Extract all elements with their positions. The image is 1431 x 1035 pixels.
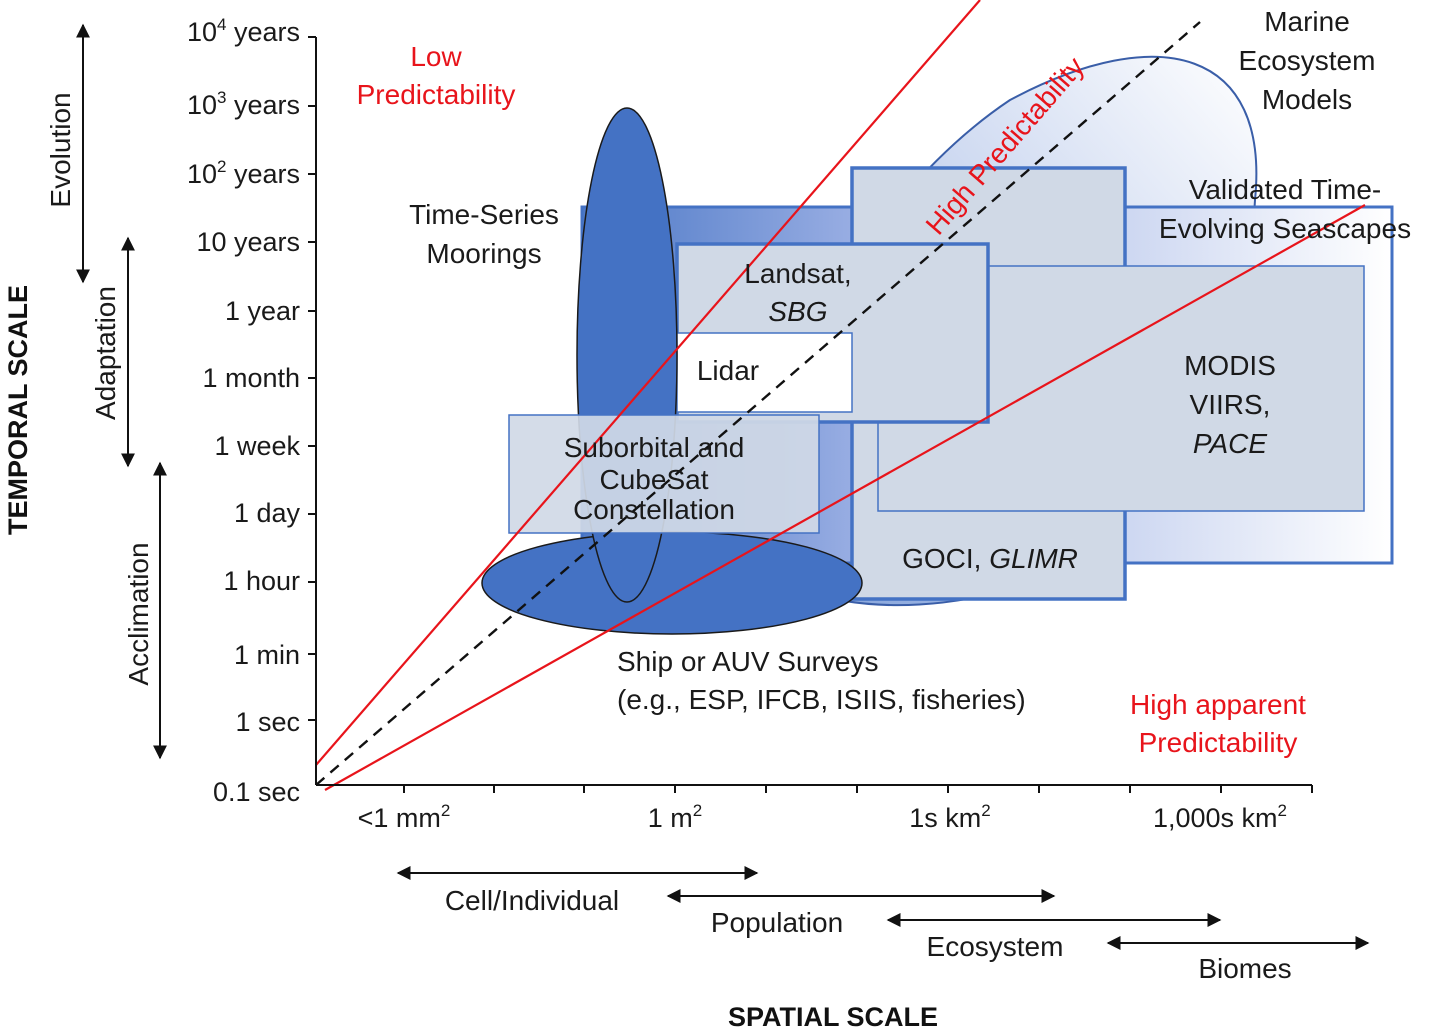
landsat-label: Landsat, xyxy=(744,258,851,289)
modis-label: MODIS xyxy=(1184,350,1276,381)
goci-label: GOCI, GLIMR xyxy=(902,543,1078,574)
marine-models-label: Ecosystem xyxy=(1239,45,1376,76)
x-axis-title: SPATIAL SCALE xyxy=(728,1002,938,1032)
validated-seascapes-label: Evolving Seascapes xyxy=(1159,213,1411,244)
validated-seascapes-label: Validated Time- xyxy=(1189,174,1381,205)
low-predictability-line xyxy=(315,0,981,766)
suborbital-label: Constellation xyxy=(573,494,735,525)
biomes-label: Biomes xyxy=(1198,953,1291,984)
pace-label: PACE xyxy=(1193,428,1267,459)
y-tick-label: 0.1 sec xyxy=(213,777,300,807)
x-tick-label: 1,000s km2 xyxy=(1153,801,1287,833)
x-tick-label: 1 m2 xyxy=(648,801,702,833)
high-apparent-predictability-line xyxy=(324,204,1366,791)
y-tick-label: 1 year xyxy=(225,296,300,326)
high-apparent-label: High apparent xyxy=(1130,689,1306,720)
high-apparent-label: Predictability xyxy=(1139,727,1298,758)
ship-survey-ellipse xyxy=(481,531,863,635)
y-tick-label: 1 min xyxy=(234,640,300,670)
suborbital-box xyxy=(508,414,820,534)
high-predictability-line xyxy=(315,21,1201,786)
low-predictability-label: Predictability xyxy=(357,79,516,110)
moorings-label: Time-Series xyxy=(409,199,559,230)
suborbital-label: Suborbital and xyxy=(564,432,745,463)
cell-individual-label: Cell/Individual xyxy=(445,885,619,916)
y-tick-label: 1 day xyxy=(234,498,301,528)
x-tick-label: <1 mm2 xyxy=(358,801,451,833)
marine-models-label: Models xyxy=(1262,84,1352,115)
suborbital-label: CubeSat xyxy=(600,464,709,495)
ecosystem-label: Ecosystem xyxy=(927,931,1064,962)
ship-survey-label: (e.g., ESP, IFCB, ISIIS, fisheries) xyxy=(617,684,1026,715)
evolution-label: Evolution xyxy=(45,92,76,207)
y-tick-label: 10 years xyxy=(196,227,300,257)
y-tick-label: 1 month xyxy=(202,363,300,393)
y-tick-label: 102 years xyxy=(187,157,300,189)
adaptation-label: Adaptation xyxy=(90,286,121,420)
y-tick-label: 1 hour xyxy=(223,566,300,596)
y-tick-label: 1 week xyxy=(214,431,300,461)
viirs-label: VIIRS, xyxy=(1190,389,1271,420)
population-label: Population xyxy=(711,907,843,938)
moorings-label: Moorings xyxy=(426,238,541,269)
ship-survey-label: Ship or AUV Surveys xyxy=(617,646,878,677)
marine-models-label: Marine xyxy=(1264,6,1350,37)
x-tick-label: 1s km2 xyxy=(909,801,990,833)
y-tick-label: 1 sec xyxy=(235,707,300,737)
y-axis-title: TEMPORAL SCALE xyxy=(3,285,33,535)
sbg-label: SBG xyxy=(768,296,827,327)
low-predictability-label: Low xyxy=(410,41,462,72)
y-tick-label: 103 years xyxy=(187,88,300,120)
lidar-label: Lidar xyxy=(697,355,759,386)
y-tick-label: 104 years xyxy=(187,15,300,47)
acclimation-label: Acclimation xyxy=(123,542,154,685)
